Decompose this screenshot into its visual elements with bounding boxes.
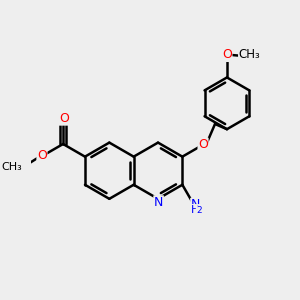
Text: N: N xyxy=(154,196,163,209)
Text: O: O xyxy=(59,112,69,125)
Text: CH₃: CH₃ xyxy=(238,48,260,62)
Text: O: O xyxy=(222,48,232,62)
Text: O: O xyxy=(37,149,47,162)
Text: CH₃: CH₃ xyxy=(2,162,22,172)
Text: N: N xyxy=(191,198,200,212)
Text: 2: 2 xyxy=(196,206,202,215)
Text: O: O xyxy=(198,138,208,151)
Text: H: H xyxy=(191,205,200,214)
